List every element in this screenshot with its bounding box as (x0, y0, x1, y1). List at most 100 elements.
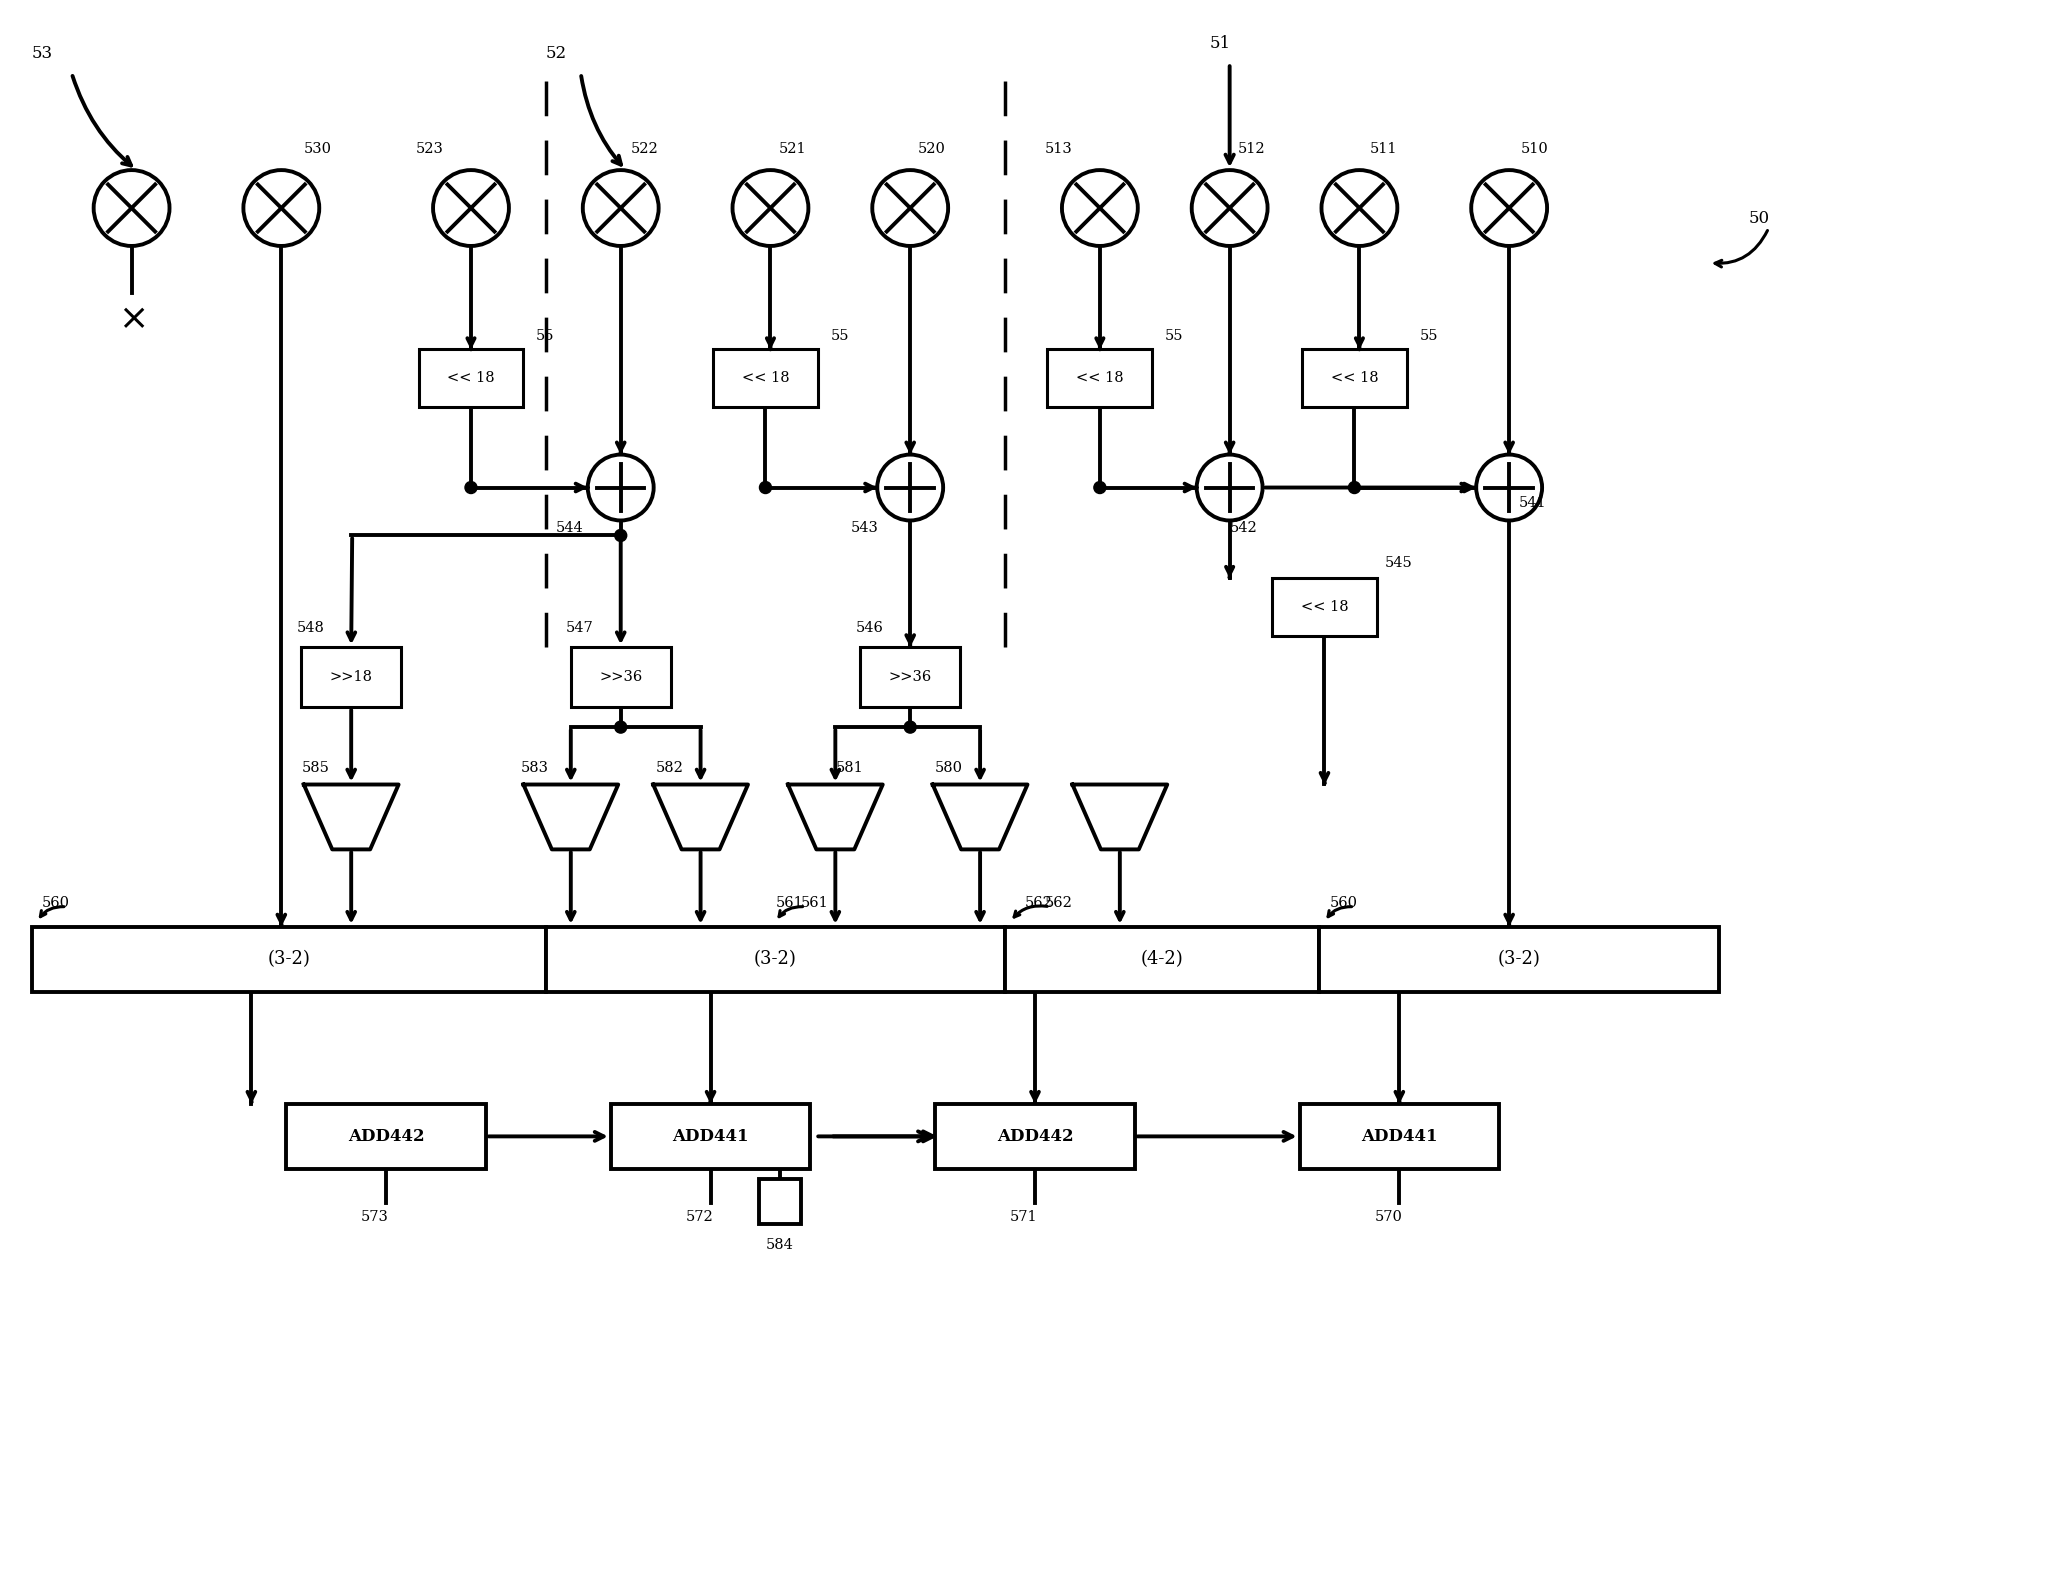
Text: 55: 55 (1420, 328, 1439, 342)
Text: 560: 560 (41, 896, 70, 910)
Text: 522: 522 (630, 142, 659, 156)
Text: 580: 580 (934, 762, 963, 774)
Text: ADD442: ADD442 (348, 1128, 424, 1145)
Bar (1048, 349, 1152, 407)
Text: << 18: << 18 (1332, 371, 1379, 385)
Text: 561: 561 (801, 896, 827, 910)
Text: 543: 543 (850, 522, 879, 536)
Circle shape (243, 170, 319, 246)
Bar (1319, 927, 1718, 992)
Circle shape (1095, 481, 1105, 494)
Text: << 18: << 18 (447, 371, 494, 385)
Bar (934, 1104, 1134, 1169)
Circle shape (95, 170, 169, 246)
Polygon shape (1072, 784, 1167, 850)
Circle shape (873, 170, 949, 246)
Text: 547: 547 (566, 621, 593, 636)
Circle shape (1196, 454, 1264, 520)
Circle shape (903, 721, 916, 733)
Text: $\times$: $\times$ (117, 301, 146, 334)
Text: 548: 548 (296, 621, 325, 636)
Text: 510: 510 (1521, 142, 1550, 156)
Text: 55: 55 (1165, 328, 1183, 342)
Text: 570: 570 (1375, 1210, 1401, 1224)
Bar (611, 1104, 811, 1169)
Text: 521: 521 (778, 142, 807, 156)
Text: 582: 582 (657, 762, 683, 774)
Circle shape (615, 530, 628, 541)
Text: 583: 583 (521, 762, 549, 774)
Circle shape (1192, 170, 1268, 246)
Circle shape (615, 721, 628, 733)
Circle shape (465, 481, 477, 494)
Text: 571: 571 (1010, 1210, 1037, 1224)
Text: 51: 51 (1210, 35, 1231, 52)
Bar (712, 349, 817, 407)
Text: 585: 585 (300, 762, 329, 774)
Text: 562: 562 (1045, 896, 1072, 910)
Text: 520: 520 (918, 142, 947, 156)
Text: 546: 546 (856, 621, 883, 636)
Text: 542: 542 (1229, 522, 1257, 536)
Circle shape (582, 170, 659, 246)
Text: 572: 572 (685, 1210, 714, 1224)
Bar (1303, 349, 1408, 407)
Circle shape (759, 481, 772, 494)
Text: 53: 53 (31, 46, 54, 62)
Polygon shape (523, 784, 617, 850)
Circle shape (1348, 481, 1360, 494)
Text: 581: 581 (836, 762, 862, 774)
Bar (31, 927, 545, 992)
Text: ADD441: ADD441 (673, 1128, 749, 1145)
Text: 562: 562 (1025, 896, 1054, 910)
Polygon shape (788, 784, 883, 850)
Polygon shape (652, 784, 747, 850)
Circle shape (877, 454, 943, 520)
Text: 584: 584 (766, 1238, 792, 1252)
Polygon shape (932, 784, 1027, 850)
Circle shape (1062, 170, 1138, 246)
Text: 513: 513 (1045, 142, 1072, 156)
Text: 52: 52 (545, 46, 566, 62)
Text: (4-2): (4-2) (1140, 951, 1183, 968)
Text: 530: 530 (303, 142, 331, 156)
Text: 523: 523 (416, 142, 445, 156)
Text: << 18: << 18 (741, 371, 790, 385)
Text: << 18: << 18 (1301, 601, 1348, 615)
Circle shape (733, 170, 809, 246)
Circle shape (1476, 454, 1541, 520)
Bar (570, 647, 671, 706)
Text: >>18: >>18 (329, 670, 372, 684)
Text: >>36: >>36 (599, 670, 642, 684)
Bar (860, 647, 961, 706)
Text: 541: 541 (1519, 497, 1548, 511)
Text: 573: 573 (360, 1210, 389, 1224)
Text: (3-2): (3-2) (268, 951, 311, 968)
Text: 560: 560 (1329, 896, 1358, 910)
Text: ADD441: ADD441 (1360, 1128, 1439, 1145)
Circle shape (589, 454, 654, 520)
Text: 545: 545 (1385, 557, 1412, 571)
Bar (759, 1180, 801, 1224)
Bar (1272, 579, 1377, 636)
Bar (1299, 1104, 1498, 1169)
Bar (545, 927, 1004, 992)
Circle shape (1471, 170, 1548, 246)
Text: >>36: >>36 (889, 670, 932, 684)
Text: (3-2): (3-2) (753, 951, 796, 968)
Text: 511: 511 (1369, 142, 1397, 156)
Text: ADD442: ADD442 (996, 1128, 1074, 1145)
Text: 561: 561 (776, 896, 803, 910)
Text: 55: 55 (535, 328, 554, 342)
Polygon shape (305, 784, 399, 850)
Text: 544: 544 (556, 522, 584, 536)
Text: 50: 50 (1749, 210, 1770, 227)
Text: (3-2): (3-2) (1498, 951, 1541, 968)
Text: << 18: << 18 (1076, 371, 1124, 385)
Bar (286, 1104, 486, 1169)
Bar (418, 349, 523, 407)
Circle shape (432, 170, 508, 246)
Bar (1004, 927, 1319, 992)
Text: 512: 512 (1237, 142, 1266, 156)
Text: 55: 55 (829, 328, 848, 342)
